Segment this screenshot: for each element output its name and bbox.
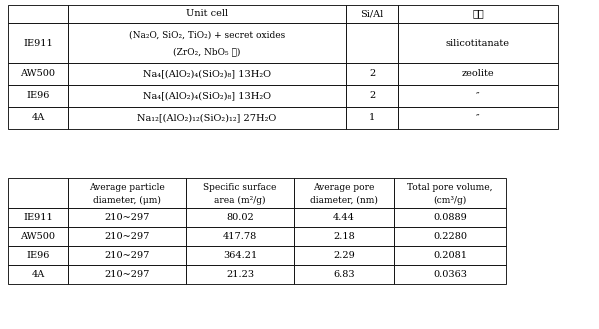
Text: ″: ″: [476, 114, 480, 122]
Bar: [186, 208, 294, 227]
Bar: [346, 5, 398, 23]
Bar: [394, 246, 506, 265]
Text: IE911: IE911: [23, 213, 53, 222]
Text: (cm³/g): (cm³/g): [433, 196, 467, 205]
Text: diameter, (nm): diameter, (nm): [310, 196, 378, 205]
Text: 4A: 4A: [31, 114, 44, 122]
Text: Average particle: Average particle: [89, 183, 165, 191]
Bar: [186, 265, 294, 284]
Text: 417.78: 417.78: [223, 232, 257, 241]
Bar: [68, 85, 346, 107]
Bar: [186, 246, 294, 265]
Text: 비고: 비고: [472, 10, 484, 18]
Text: 0.0889: 0.0889: [433, 213, 467, 222]
Bar: [294, 265, 394, 284]
Bar: [346, 63, 398, 85]
Text: Specific surface: Specific surface: [203, 183, 277, 191]
Bar: [186, 178, 294, 208]
Bar: [8, 227, 68, 246]
Text: 364.21: 364.21: [223, 251, 257, 260]
Text: 2.18: 2.18: [333, 232, 355, 241]
Text: Na₄[(AlO₂)₄(SiO₂)₈] 13H₂O: Na₄[(AlO₂)₄(SiO₂)₈] 13H₂O: [143, 69, 271, 79]
Bar: [398, 23, 558, 63]
Bar: [346, 107, 398, 129]
Bar: [394, 208, 506, 227]
Bar: [8, 208, 68, 227]
Text: Si/Al: Si/Al: [361, 10, 383, 18]
Text: 80.02: 80.02: [226, 213, 254, 222]
Text: Total pore volume,: Total pore volume,: [407, 183, 493, 191]
Text: Na₄[(AlO₂)₄(SiO₂)₈] 13H₂O: Na₄[(AlO₂)₄(SiO₂)₈] 13H₂O: [143, 91, 271, 100]
Bar: [68, 5, 346, 23]
Text: 21.23: 21.23: [226, 270, 254, 279]
Bar: [68, 63, 346, 85]
Bar: [8, 265, 68, 284]
Bar: [68, 208, 186, 227]
Bar: [68, 178, 186, 208]
Bar: [398, 5, 558, 23]
Bar: [398, 107, 558, 129]
Text: Unit cell: Unit cell: [186, 10, 228, 18]
Bar: [398, 63, 558, 85]
Text: ″: ″: [476, 91, 480, 100]
Text: IE96: IE96: [26, 91, 50, 100]
Text: 2.29: 2.29: [333, 251, 355, 260]
Text: 0.2081: 0.2081: [433, 251, 467, 260]
Text: AW500: AW500: [20, 232, 56, 241]
Text: 0.0363: 0.0363: [433, 270, 467, 279]
Text: 210~297: 210~297: [104, 232, 150, 241]
Text: Average pore: Average pore: [313, 183, 375, 191]
Bar: [394, 178, 506, 208]
Text: IE96: IE96: [26, 251, 50, 260]
Bar: [394, 265, 506, 284]
Text: zeolite: zeolite: [462, 69, 494, 79]
Bar: [8, 5, 68, 23]
Bar: [346, 23, 398, 63]
Bar: [68, 246, 186, 265]
Text: silicotitanate: silicotitanate: [446, 38, 510, 47]
Text: 2: 2: [369, 91, 375, 100]
Bar: [294, 246, 394, 265]
Text: 4A: 4A: [31, 270, 44, 279]
Bar: [394, 227, 506, 246]
Bar: [8, 23, 68, 63]
Bar: [346, 85, 398, 107]
Text: (ZrO₂, NbO₅ 등): (ZrO₂, NbO₅ 등): [173, 47, 241, 56]
Text: Na₁₂[(AlO₂)₁₂(SiO₂)₁₂] 27H₂O: Na₁₂[(AlO₂)₁₂(SiO₂)₁₂] 27H₂O: [137, 114, 277, 122]
Text: (Na₂O, SiO₂, TiO₂) + secret oxides: (Na₂O, SiO₂, TiO₂) + secret oxides: [129, 31, 285, 39]
Bar: [8, 178, 68, 208]
Text: IE911: IE911: [23, 38, 53, 47]
Bar: [68, 265, 186, 284]
Text: 210~297: 210~297: [104, 213, 150, 222]
Text: 4.44: 4.44: [333, 213, 355, 222]
Text: 210~297: 210~297: [104, 270, 150, 279]
Text: 1: 1: [369, 114, 375, 122]
Text: diameter, (μm): diameter, (μm): [93, 196, 161, 205]
Bar: [68, 227, 186, 246]
Text: 6.83: 6.83: [333, 270, 355, 279]
Bar: [8, 85, 68, 107]
Text: 210~297: 210~297: [104, 251, 150, 260]
Bar: [8, 107, 68, 129]
Text: area (m²/g): area (m²/g): [214, 196, 266, 205]
Bar: [68, 107, 346, 129]
Bar: [398, 85, 558, 107]
Bar: [8, 63, 68, 85]
Bar: [294, 208, 394, 227]
Text: 0.2280: 0.2280: [433, 232, 467, 241]
Bar: [294, 227, 394, 246]
Bar: [8, 246, 68, 265]
Bar: [294, 178, 394, 208]
Text: AW500: AW500: [20, 69, 56, 79]
Bar: [186, 227, 294, 246]
Bar: [68, 23, 346, 63]
Text: 2: 2: [369, 69, 375, 79]
